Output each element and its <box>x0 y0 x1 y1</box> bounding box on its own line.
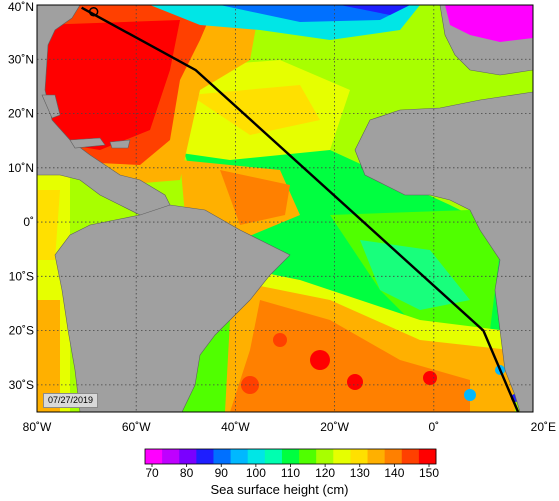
colorbar-swatch <box>384 449 403 464</box>
latitude-tick-label: 10˚N <box>8 161 34 175</box>
colorbar-title: Sea surface height (cm) <box>210 482 349 497</box>
colorbar-swatch <box>281 449 300 464</box>
colorbar-swatch <box>367 449 386 464</box>
colorbar-tick-label: 130 <box>350 466 370 480</box>
colorbar-swatch <box>264 449 283 464</box>
colorbar-swatch <box>316 449 334 464</box>
colorbar-swatch <box>350 449 368 464</box>
latitude-tick-label: 30˚S <box>9 378 34 392</box>
colorbar-swatch <box>162 449 180 464</box>
colorbar-tick-label: 120 <box>315 466 335 480</box>
longitude-tick-label: 60˚W <box>122 420 151 434</box>
longitude-tick-label: 20˚W <box>320 420 349 434</box>
latitude-tick-label: 0˚ <box>23 215 34 229</box>
colorbar-ticks: 70 80 90 100 110 120 130 140 150 <box>145 464 439 480</box>
ocean-field <box>37 5 533 412</box>
colorbar-tick-label: 140 <box>384 466 404 480</box>
longitude-tick-label: 20˚E <box>531 420 556 434</box>
colorbar-swatch <box>213 449 231 464</box>
colorbar-tick-label: 90 <box>215 466 229 480</box>
track-start-marker <box>88 6 99 17</box>
mediterranean-field <box>445 5 533 42</box>
longitude-tick-label: 80˚W <box>23 420 52 434</box>
graticule <box>37 5 533 412</box>
colorbar-swatch <box>230 449 249 464</box>
colorbar-tick-label: 80 <box>180 466 194 480</box>
colorbar-tick-label: 70 <box>145 466 159 480</box>
colorbar-tick-label: 100 <box>246 466 266 480</box>
colorbar-swatch <box>333 449 351 464</box>
longitude-labels: 80˚W 60˚W 40˚W 20˚W 0˚ 20˚E <box>23 420 556 434</box>
colorbar-swatch <box>418 449 437 464</box>
latitude-labels: 40˚N 30˚N 20˚N 10˚N 0˚ 10˚S 20˚S 30˚S <box>8 0 34 392</box>
longitude-tick-label: 40˚W <box>221 420 250 434</box>
colorbar-swatch <box>247 449 266 464</box>
colorbar-swatch <box>179 449 197 464</box>
ship-track <box>81 6 520 413</box>
latitude-tick-label: 20˚S <box>9 324 34 338</box>
map-frame <box>36 4 534 413</box>
colorbar-tick-label: 110 <box>281 466 300 480</box>
colorbar-swatch <box>145 449 163 464</box>
colorbar-swatch <box>299 449 317 464</box>
latitude-tick-label: 10˚S <box>9 269 34 283</box>
date-stamp: 07/27/2019 <box>43 393 99 408</box>
longitude-tick-label: 0˚ <box>428 420 439 434</box>
colorbar-tick-label: 150 <box>419 466 439 480</box>
latitude-tick-label: 20˚N <box>8 107 34 121</box>
colorbar-swatch <box>196 449 214 464</box>
colorbar-swatch <box>401 449 420 464</box>
colorbar <box>144 448 437 465</box>
latitude-tick-label: 30˚N <box>8 52 34 66</box>
latitude-tick-label: 40˚N <box>8 0 34 14</box>
